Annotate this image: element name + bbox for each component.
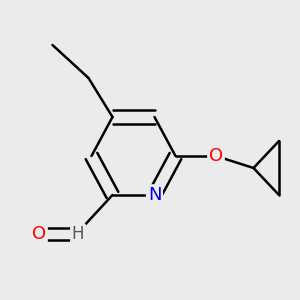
Text: N: N: [148, 186, 161, 204]
Text: O: O: [32, 225, 46, 243]
Text: O: O: [209, 147, 223, 165]
Text: H: H: [72, 225, 84, 243]
